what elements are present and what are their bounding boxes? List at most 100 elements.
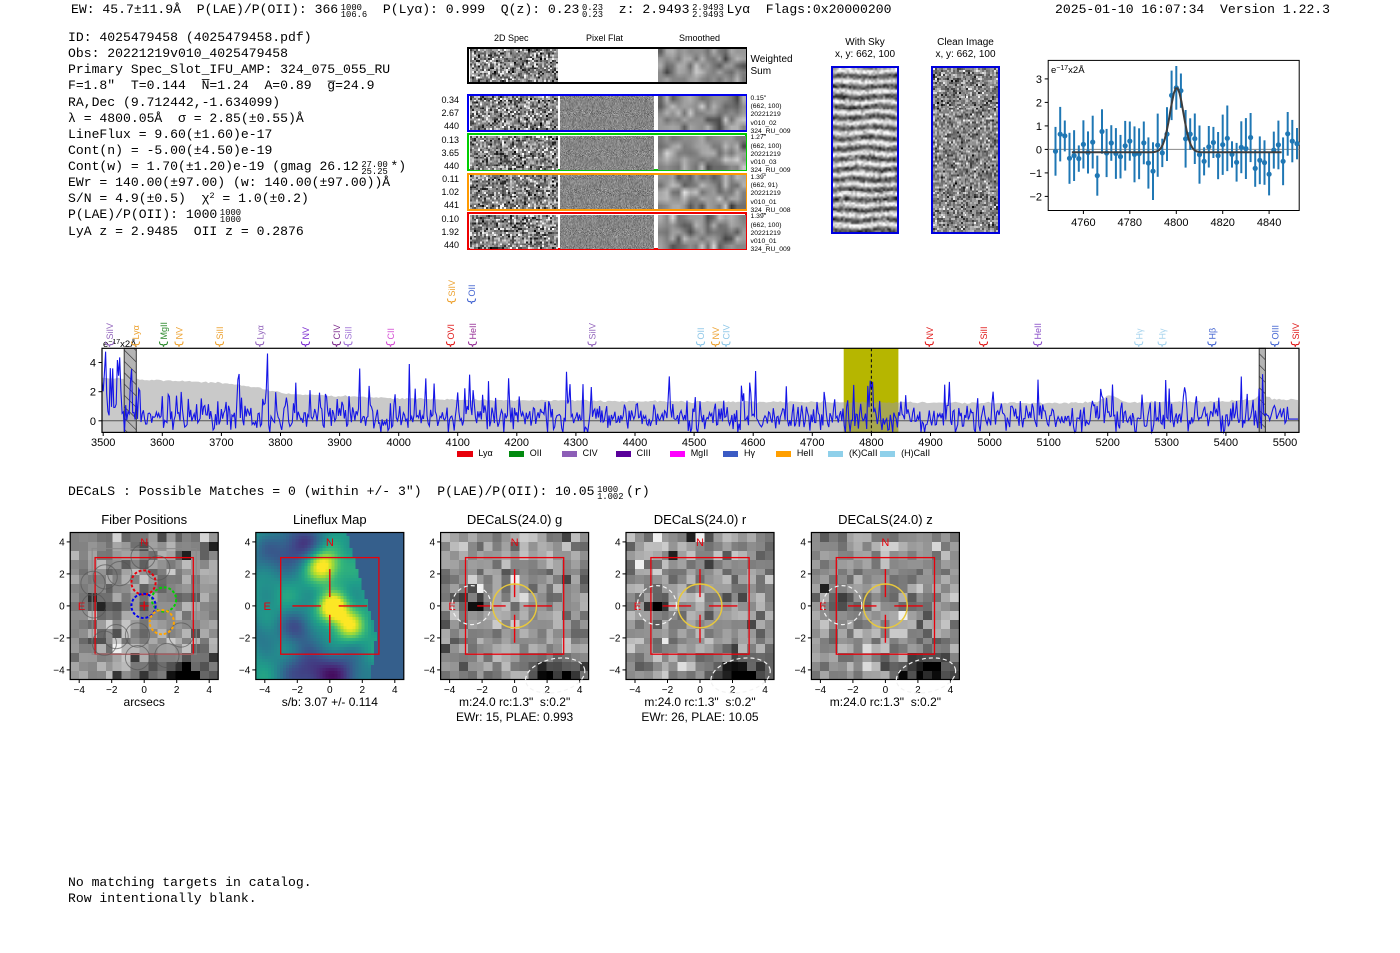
svg-text:−2: −2	[609, 633, 621, 644]
svg-text:4: 4	[762, 685, 768, 696]
svg-text:3900: 3900	[327, 437, 351, 449]
svg-text:2: 2	[59, 569, 65, 580]
svg-text:−2: −2	[662, 685, 674, 696]
svg-text:N: N	[140, 537, 148, 549]
svg-text:0: 0	[90, 416, 96, 428]
svg-text:−2: −2	[239, 633, 251, 644]
svg-text:Lyα: Lyα	[255, 325, 265, 339]
svg-text:SiII: SiII	[344, 326, 354, 339]
svg-text:4300: 4300	[564, 437, 588, 449]
svg-text:−1: −1	[1029, 168, 1042, 180]
svg-text:4: 4	[615, 537, 621, 548]
svg-text:3500: 3500	[91, 437, 115, 449]
svg-text:−4: −4	[629, 685, 641, 696]
svg-text:0: 0	[697, 685, 703, 696]
svg-text:−4: −4	[259, 685, 271, 696]
svg-text:−2: −2	[53, 633, 65, 644]
svg-text:HeII: HeII	[468, 323, 478, 340]
svg-text:0: 0	[1036, 144, 1042, 156]
svg-text:4000: 4000	[386, 437, 410, 449]
svg-text:4: 4	[948, 685, 954, 696]
svg-text:4: 4	[577, 685, 583, 696]
svg-text:−2: −2	[794, 633, 806, 644]
svg-text:2: 2	[544, 685, 550, 696]
svg-text:2: 2	[615, 569, 621, 580]
svg-text:2: 2	[430, 569, 436, 580]
svg-text:OIII: OIII	[1270, 325, 1280, 340]
svg-text:0: 0	[245, 601, 251, 612]
svg-text:E: E	[264, 601, 271, 613]
svg-text:Lyα: Lyα	[131, 325, 141, 339]
svg-text:2: 2	[360, 685, 366, 696]
svg-text:SiIV: SiIV	[1291, 323, 1301, 340]
svg-text:4840: 4840	[1257, 217, 1281, 229]
svg-text:4200: 4200	[505, 437, 529, 449]
svg-text:4: 4	[206, 685, 212, 696]
svg-text:MgII: MgII	[159, 322, 169, 340]
svg-text:OII: OII	[467, 284, 477, 296]
svg-text:4: 4	[430, 537, 436, 548]
svg-text:N: N	[326, 537, 334, 549]
svg-text:−2: −2	[292, 685, 304, 696]
svg-text:2: 2	[730, 685, 736, 696]
svg-text:OII: OII	[696, 327, 706, 339]
svg-text:0: 0	[430, 601, 436, 612]
svg-text:Hγ: Hγ	[1158, 328, 1168, 339]
svg-text:4: 4	[800, 537, 806, 548]
svg-text:0: 0	[59, 601, 65, 612]
svg-text:0: 0	[141, 685, 147, 696]
svg-text:4400: 4400	[623, 437, 647, 449]
svg-text:4800: 4800	[1164, 217, 1188, 229]
svg-text:0: 0	[615, 601, 621, 612]
svg-text:−4: −4	[239, 665, 251, 676]
svg-text:NV: NV	[301, 327, 311, 340]
svg-text:CII: CII	[386, 328, 396, 340]
svg-text:5500: 5500	[1273, 437, 1297, 449]
svg-text:5300: 5300	[1155, 437, 1179, 449]
svg-text:2: 2	[800, 569, 806, 580]
svg-text:4: 4	[245, 537, 251, 548]
svg-text:0: 0	[800, 601, 806, 612]
svg-text:4780: 4780	[1118, 217, 1142, 229]
svg-text:2: 2	[90, 387, 96, 399]
svg-text:−2: −2	[106, 685, 118, 696]
svg-text:2: 2	[915, 685, 921, 696]
svg-text:−2: −2	[1029, 191, 1042, 203]
svg-text:Hγ: Hγ	[1134, 328, 1144, 339]
svg-text:3700: 3700	[209, 437, 233, 449]
svg-text:CIV: CIV	[332, 324, 342, 339]
svg-text:4900: 4900	[918, 437, 942, 449]
svg-text:N: N	[696, 537, 704, 549]
svg-text:4800: 4800	[859, 437, 883, 449]
svg-text:SiIV: SiIV	[447, 280, 457, 297]
svg-text:1: 1	[1036, 121, 1042, 133]
svg-text:−4: −4	[815, 685, 827, 696]
svg-text:OVI: OVI	[446, 324, 456, 340]
svg-text:5200: 5200	[1095, 437, 1119, 449]
svg-text:e−17x2Å: e−17x2Å	[1051, 65, 1085, 76]
svg-text:Hβ: Hβ	[1208, 328, 1218, 340]
svg-text:−4: −4	[73, 685, 85, 696]
svg-text:4700: 4700	[800, 437, 824, 449]
svg-text:4760: 4760	[1071, 217, 1095, 229]
svg-text:4: 4	[59, 537, 65, 548]
svg-text:−4: −4	[609, 665, 621, 676]
svg-text:4: 4	[90, 358, 96, 370]
svg-text:4600: 4600	[741, 437, 765, 449]
svg-text:−2: −2	[847, 685, 859, 696]
svg-text:5000: 5000	[977, 437, 1001, 449]
svg-text:4: 4	[392, 685, 398, 696]
svg-text:4820: 4820	[1210, 217, 1234, 229]
svg-text:N: N	[881, 537, 889, 549]
svg-text:−4: −4	[794, 665, 806, 676]
svg-text:NV: NV	[175, 327, 185, 340]
svg-text:−4: −4	[53, 665, 65, 676]
svg-text:0: 0	[512, 685, 518, 696]
svg-text:3: 3	[1036, 74, 1042, 86]
svg-text:N: N	[511, 537, 519, 549]
svg-text:SiII: SiII	[979, 326, 989, 339]
svg-text:4100: 4100	[445, 437, 469, 449]
svg-text:5400: 5400	[1214, 437, 1238, 449]
svg-text:3600: 3600	[150, 437, 174, 449]
svg-text:2: 2	[1036, 97, 1042, 109]
